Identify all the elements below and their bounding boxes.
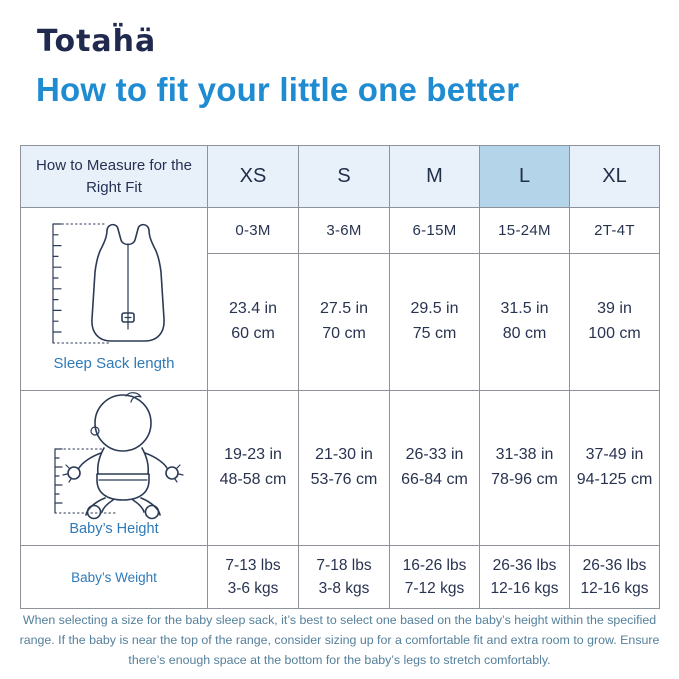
value-inches: 21-30 in bbox=[315, 446, 373, 464]
value-inches: 26-33 in bbox=[405, 446, 464, 464]
value-cm: 70 cm bbox=[322, 325, 366, 342]
weight-cell-s: 7-18 lbs 3-8 kgs bbox=[298, 545, 390, 609]
value-kgs: 12-16 kgs bbox=[490, 580, 559, 597]
value-cm: 100 cm bbox=[588, 325, 641, 342]
length-cell-s: 27.5 in 70 cm bbox=[298, 253, 390, 391]
value-kgs: 12-16 kgs bbox=[580, 580, 649, 597]
weight-cell-l: 26-36 lbs 12-16 kgs bbox=[479, 545, 570, 609]
value-inches: 39 in bbox=[597, 300, 632, 318]
value-cm: 78-96 cm bbox=[491, 471, 558, 488]
column-header-xs: XS bbox=[207, 145, 299, 208]
length-cell-xs: 23.4 in 60 cm bbox=[207, 253, 299, 391]
height-cell-s: 21-30 in 53-76 cm bbox=[298, 390, 390, 546]
sizing-advice-text: When selecting a size for the baby sleep… bbox=[19, 613, 660, 668]
sleep-sack-label: Sleep Sack length bbox=[53, 354, 175, 372]
column-header-l-highlighted: L bbox=[479, 145, 570, 208]
value-kgs: 3-6 kgs bbox=[227, 580, 279, 597]
value-cm: 94-125 cm bbox=[576, 471, 653, 488]
column-header-s: S bbox=[298, 145, 390, 208]
value-lbs: 7-13 lbs bbox=[225, 556, 281, 574]
value-cm: 60 cm bbox=[231, 325, 275, 342]
column-header-m: M bbox=[389, 145, 480, 208]
age-cell-l: 15-24M bbox=[479, 207, 570, 254]
age-cell-m: 6-15M bbox=[389, 207, 480, 254]
length-cell-m: 29.5 in 75 cm bbox=[389, 253, 480, 391]
value-inches: 31.5 in bbox=[500, 300, 549, 318]
baby-weight-label: Baby’s Weight bbox=[20, 545, 208, 609]
size-chart-table: How to Measure for the Right Fit XS S M … bbox=[20, 145, 660, 609]
value-cm: 53-76 cm bbox=[310, 471, 378, 488]
value-lbs: 26-36 lbs bbox=[582, 556, 647, 574]
weight-cell-xs: 7-13 lbs 3-6 kgs bbox=[207, 545, 299, 609]
length-cell-xl: 39 in 100 cm bbox=[569, 253, 660, 391]
height-cell-xs: 19-23 in 48-58 cm bbox=[207, 390, 299, 546]
value-cm: 66-84 cm bbox=[401, 471, 468, 488]
value-lbs: 7-18 lbs bbox=[316, 556, 372, 574]
height-row: Baby’s Height 19-23 in 48-58 cm 21-30 in… bbox=[20, 390, 660, 546]
value-cm: 75 cm bbox=[412, 325, 457, 342]
value-cm: 80 cm bbox=[502, 325, 547, 342]
value-inches: 37-49 in bbox=[585, 446, 644, 464]
age-cell-xs: 0-3M bbox=[207, 207, 299, 254]
sleep-sack-cell: Sleep Sack length bbox=[20, 207, 208, 391]
value-cm: 48-58 cm bbox=[219, 471, 287, 488]
height-cell-m: 26-33 in 66-84 cm bbox=[389, 390, 480, 546]
value-inches: 29.5 in bbox=[410, 300, 459, 318]
value-lbs: 26-36 lbs bbox=[492, 556, 557, 574]
length-row: 23.4 in 60 cm 27.5 in 70 cm 29.5 in 75 c… bbox=[21, 253, 660, 391]
weight-cell-xl: 26-36 lbs 12-16 kgs bbox=[569, 545, 660, 609]
column-header-xl: XL bbox=[569, 145, 660, 208]
length-cell-l: 31.5 in 80 cm bbox=[479, 253, 570, 391]
age-cell-xl: 2T-4T bbox=[569, 207, 660, 254]
sleep-sack-icon bbox=[52, 222, 165, 344]
brand-logo: Totaḧä bbox=[37, 24, 157, 59]
page-title: How to fit your little one better bbox=[36, 71, 520, 108]
value-inches: 23.4 in bbox=[228, 300, 278, 318]
value-inches: 19-23 in bbox=[224, 446, 282, 464]
corner-header: How to Measure for the Right Fit bbox=[20, 145, 208, 208]
value-kgs: 3-8 kgs bbox=[318, 580, 370, 597]
value-lbs: 16-26 lbs bbox=[402, 556, 467, 574]
value-kgs: 7-12 kgs bbox=[404, 580, 465, 597]
height-cell-xl: 37-49 in 94-125 cm bbox=[569, 390, 660, 546]
baby-height-label: Baby’s Height bbox=[69, 521, 159, 537]
age-row: Sleep Sack length 0-3M 3-6M 6-15M 15-24M… bbox=[20, 207, 660, 391]
age-cell-s: 3-6M bbox=[298, 207, 390, 254]
height-cell-l: 31-38 in 78-96 cm bbox=[479, 390, 570, 546]
weight-row: Baby’s Weight 7-13 lbs 3-6 kgs 7-18 lbs … bbox=[20, 545, 660, 609]
baby-height-cell: Baby’s Height bbox=[20, 390, 208, 546]
header-row: How to Measure for the Right Fit XS S M … bbox=[20, 145, 660, 208]
weight-cell-m: 16-26 lbs 7-12 kgs bbox=[389, 545, 480, 609]
value-inches: 27.5 in bbox=[319, 300, 369, 318]
baby-icon bbox=[54, 392, 184, 520]
value-inches: 31-38 in bbox=[495, 446, 554, 464]
